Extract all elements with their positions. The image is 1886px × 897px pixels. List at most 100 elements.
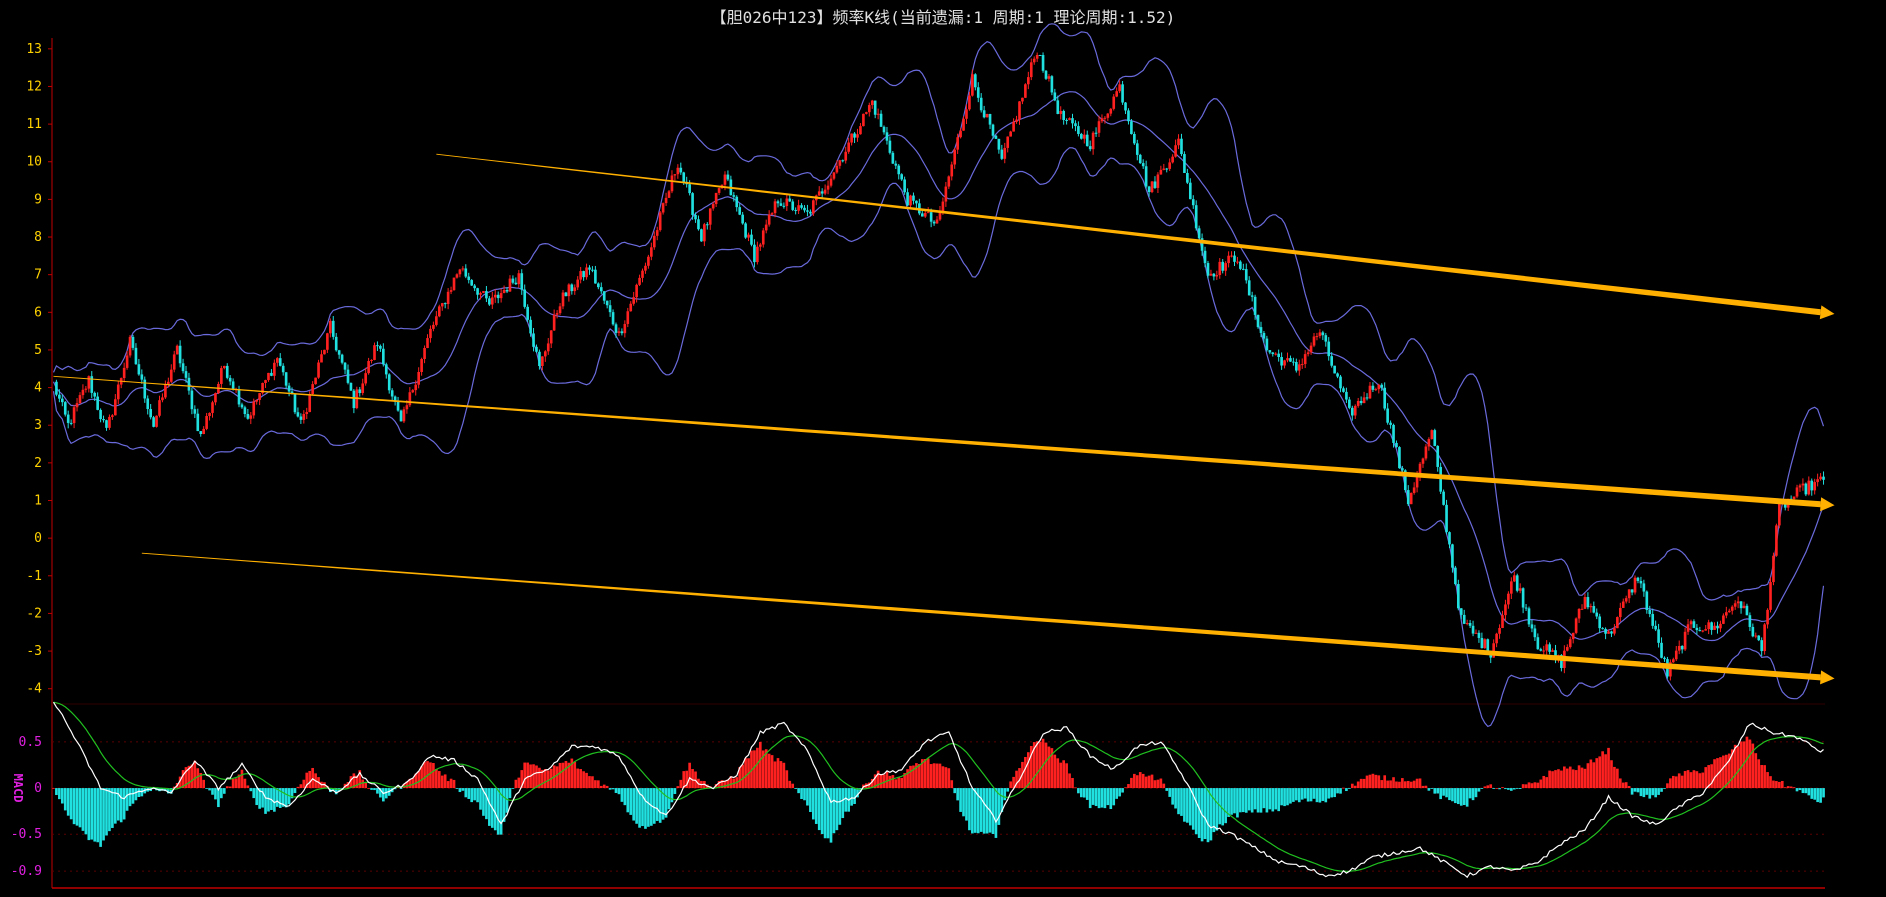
macd-histogram-bar (608, 788, 612, 790)
candle-body (467, 276, 471, 281)
macd-histogram-bar (741, 764, 744, 789)
macd-histogram-bar (588, 776, 591, 789)
macd-histogram-bar (1368, 774, 1372, 789)
candle-body (747, 234, 750, 238)
macd-histogram-bar (1465, 788, 1469, 807)
macd-histogram-bar (965, 788, 968, 821)
macd-histogram-bar (1707, 765, 1710, 789)
candle-body (1680, 645, 1684, 650)
candle-body (1648, 609, 1652, 615)
candle-body (169, 369, 173, 382)
macd-histogram-bar (1495, 788, 1498, 789)
candle-body (558, 306, 562, 314)
macd-histogram-bar (58, 788, 61, 800)
macd-histogram-bar (1365, 775, 1369, 789)
candle-body (72, 407, 76, 424)
candle-body (432, 324, 435, 329)
macd-histogram-bar (932, 763, 936, 789)
candle-body (909, 195, 912, 206)
y-tick-label: -3 (26, 644, 42, 659)
candle-body (903, 179, 906, 193)
macd-histogram-bar (873, 774, 877, 789)
candle-body (912, 195, 915, 201)
candle-body (361, 383, 365, 394)
candle-body (1604, 628, 1607, 634)
candle-body (988, 114, 992, 125)
candle-body (258, 393, 261, 400)
candle-body (1130, 121, 1133, 134)
candle-body (1141, 163, 1145, 167)
candle-body (708, 208, 712, 225)
candle-body (614, 324, 618, 333)
macd-histogram-bar (1177, 788, 1180, 815)
candle-body (647, 256, 650, 266)
candle-body (1492, 643, 1495, 658)
candle-body (464, 268, 468, 277)
macd-histogram-bar (1374, 774, 1378, 789)
macd-histogram-bar (1630, 788, 1634, 795)
candle-body (1433, 430, 1437, 446)
macd-histogram-bar (1130, 777, 1133, 789)
macd-histogram-bar (1401, 778, 1404, 789)
candle-body (458, 269, 462, 275)
macd-histogram-bar (60, 788, 64, 804)
macd-histogram-bar (237, 774, 241, 789)
macd-histogram-bar (729, 776, 733, 789)
macd-histogram-bar (217, 788, 220, 808)
candle-body (1618, 607, 1622, 618)
candle-body (1633, 577, 1637, 593)
macd-histogram-bar (997, 788, 1001, 825)
candle-body (1775, 525, 1778, 556)
candle-body (116, 384, 120, 400)
macd-histogram-bar (1468, 788, 1472, 799)
candle-body (632, 297, 635, 304)
candle-body (894, 163, 898, 166)
candle-body (1436, 445, 1440, 467)
macd-histogram-bar (535, 765, 538, 789)
macd-histogram-bar (1197, 788, 1201, 838)
macd-histogram-bar (803, 788, 806, 801)
macd-histogram-bar (1819, 788, 1822, 803)
macd-histogram-bar (1574, 770, 1578, 789)
candle-body (767, 214, 771, 225)
macd-histogram-bar (632, 788, 635, 821)
candle-body (1801, 483, 1805, 486)
candle-body (1059, 110, 1063, 114)
candle-body (75, 403, 79, 408)
macd-histogram-bar (1713, 759, 1716, 789)
candle-body (941, 201, 945, 212)
macd-histogram-bar (1135, 775, 1139, 789)
macd-histogram-bar (408, 778, 412, 789)
candle-body (738, 207, 742, 215)
candle-body (382, 348, 385, 365)
macd-histogram-bar (1651, 788, 1655, 796)
macd-histogram-bar (602, 784, 606, 789)
candle-body (1377, 384, 1381, 390)
macd-histogram-bar (1168, 788, 1172, 797)
trend-arrow-line (436, 153, 1821, 316)
macd-histogram-bar (817, 788, 821, 831)
macd-histogram-bar (1186, 788, 1189, 823)
candle-body (314, 377, 317, 385)
candle-body (161, 397, 164, 401)
macd-histogram-bar (1810, 788, 1814, 799)
macd-histogram-bar (102, 788, 105, 841)
macd-histogram-bar (131, 788, 135, 804)
candle-body (1289, 358, 1292, 362)
macd-dea-line (53, 701, 1824, 872)
candle-body (270, 372, 273, 376)
candle-body (1203, 250, 1207, 264)
macd-histogram-bar (1577, 765, 1581, 789)
candle-body (99, 409, 102, 420)
candle-body (252, 401, 256, 416)
macd-histogram-bar (1598, 756, 1602, 789)
candle-body (1274, 353, 1278, 355)
candle-body (479, 292, 482, 295)
macd-histogram-bar (1283, 788, 1286, 807)
candle-body (761, 230, 765, 245)
macd-histogram-bar (853, 788, 856, 805)
candle-body (1186, 173, 1189, 183)
candle-body (1082, 134, 1086, 139)
candle-body (346, 369, 350, 383)
macd-histogram-bar (779, 761, 783, 789)
